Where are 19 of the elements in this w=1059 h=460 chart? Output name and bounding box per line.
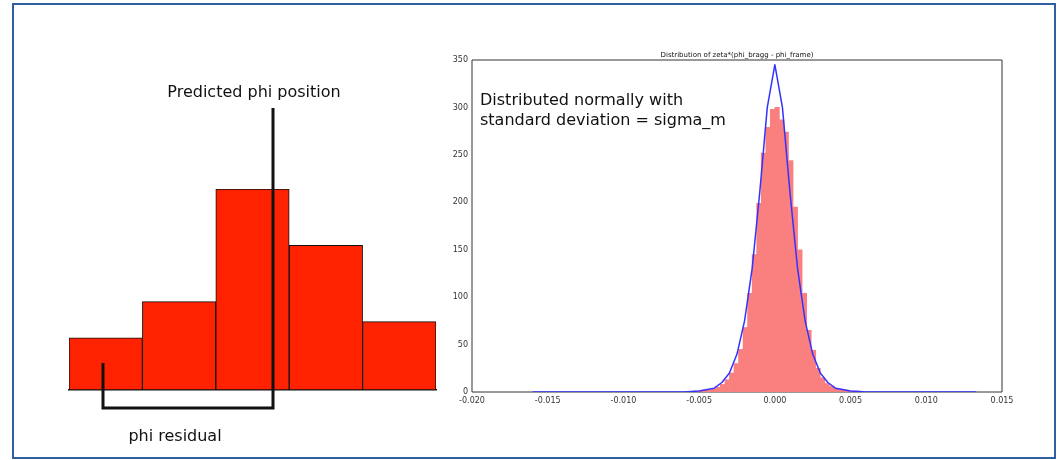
- x-tick-label: -0.010: [610, 395, 637, 405]
- y-tick-label: 350: [452, 55, 468, 65]
- x-tick-label: 0.010: [914, 395, 938, 405]
- x-tick-label: 0.000: [763, 395, 787, 405]
- y-tick-label: 0: [462, 387, 468, 397]
- x-tick-label: 0.015: [990, 395, 1014, 405]
- x-tick-label: -0.015: [534, 395, 561, 405]
- text: phi residual: [128, 426, 222, 446]
- x-tick-label: -0.020: [459, 395, 485, 405]
- y-tick-label: 150: [452, 244, 468, 254]
- x-tick-label: -0.005: [686, 395, 713, 405]
- annotation: Distributed normally with standard deviation = sigma_m: [480, 90, 726, 131]
- y-tick-label: 200: [452, 197, 468, 207]
- y-tick-label: 100: [452, 292, 468, 302]
- text: Predicted phi position: [167, 82, 341, 102]
- y-tick-label: 250: [452, 149, 468, 159]
- x-tick-label: 0.005: [839, 395, 863, 405]
- y-tick-label: 50: [457, 339, 468, 349]
- y-tick-label: 300: [452, 102, 468, 112]
